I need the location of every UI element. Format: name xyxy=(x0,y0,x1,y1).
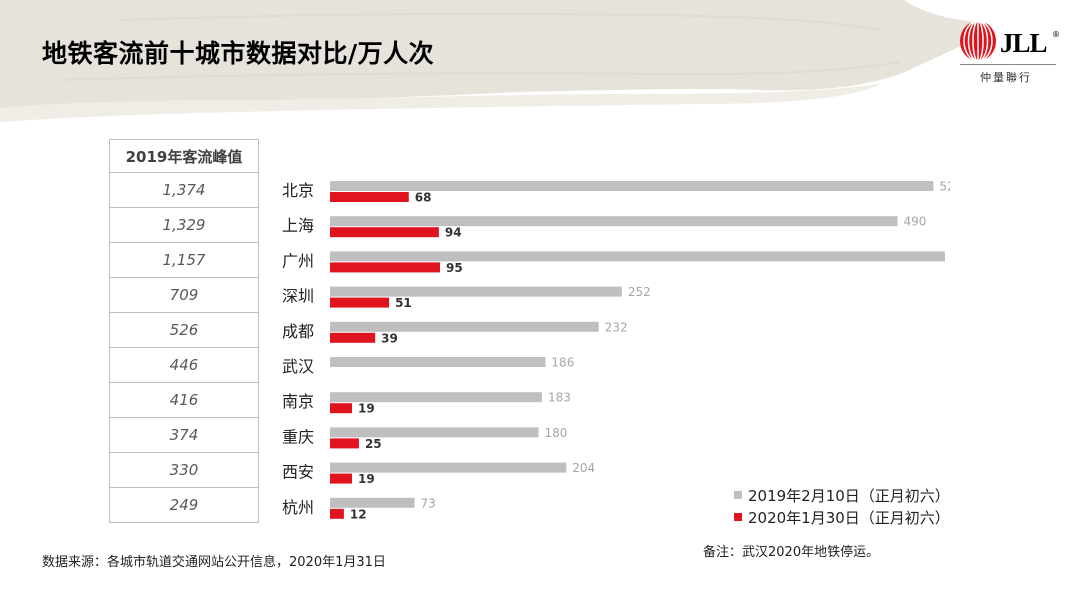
peak-value: 526 xyxy=(109,312,259,348)
table-row: 1,157 xyxy=(109,242,259,278)
category-label: 西安 xyxy=(282,463,314,482)
bar-2019 xyxy=(330,181,934,191)
data-label-2020: 51 xyxy=(395,296,412,310)
data-label-2019: 252 xyxy=(628,285,651,299)
table-row: 1,329 xyxy=(109,207,259,243)
bar-2019 xyxy=(330,497,415,508)
legend-label-2020: 2020年1月30日（正月初六） xyxy=(748,508,950,527)
table-row: 526 xyxy=(109,312,259,348)
table-row: 416 xyxy=(109,382,259,418)
bar-2019 xyxy=(330,216,898,227)
bar-2020 xyxy=(330,192,409,202)
bar-2020 xyxy=(330,438,359,449)
bar-2019 xyxy=(330,392,542,403)
jll-logo-text: JLL xyxy=(1000,28,1048,58)
category-label: 杭州 xyxy=(282,498,314,517)
data-label-2019: 186 xyxy=(551,356,574,370)
data-label-2020: 19 xyxy=(358,472,375,486)
data-source: 数据来源：各城市轨道交通网站公开信息，2020年1月31日 xyxy=(42,555,386,570)
data-label-2020: 68 xyxy=(415,191,432,205)
peak-value: 709 xyxy=(109,277,259,313)
jll-logo: JLL ® 仲量聯行 xyxy=(958,20,1060,86)
data-label-2019: 521 xyxy=(939,180,950,194)
brush-stroke-background xyxy=(0,0,990,122)
bar-2020 xyxy=(330,297,390,308)
table-row: 330 xyxy=(109,452,259,488)
bar-2020 xyxy=(330,227,439,238)
chart-legend: 2019年2月10日（正月初六） 2020年1月30日（正月初六） xyxy=(734,484,950,528)
data-label-2019: 73 xyxy=(421,496,436,510)
bar-2020 xyxy=(330,262,441,273)
peak-value: 416 xyxy=(109,382,259,418)
chart-note: 备注：武汉2020年地铁停运。 xyxy=(703,545,880,560)
peak-value: 446 xyxy=(109,347,259,383)
bar-2019 xyxy=(330,251,945,262)
legend-swatch-2020 xyxy=(734,513,742,521)
data-label-2019: 490 xyxy=(904,215,927,229)
peak-value: 374 xyxy=(109,417,259,453)
bar-2019 xyxy=(330,286,622,297)
peak-table: 2019年客流峰值 1,374 1,329 1,157 709 526 446 … xyxy=(109,139,259,523)
data-label-2019: 183 xyxy=(548,391,571,405)
bar-2019 xyxy=(330,357,546,367)
data-label-2020: 25 xyxy=(365,437,382,451)
table-row: 249 xyxy=(109,487,259,523)
category-label: 重庆 xyxy=(282,427,314,446)
data-label-2019: 232 xyxy=(605,320,628,334)
bar-2020 xyxy=(330,332,376,343)
data-label-2020: 39 xyxy=(381,331,398,345)
data-label-2020: 94 xyxy=(445,226,462,240)
data-label-2020: 19 xyxy=(358,402,375,416)
peak-value: 1,374 xyxy=(109,172,259,208)
bar-2020 xyxy=(330,508,344,519)
jll-logo-mark-icon xyxy=(960,20,996,62)
category-label: 广州 xyxy=(282,251,314,270)
peak-value: 249 xyxy=(109,487,259,523)
data-label-2020: 12 xyxy=(350,507,367,521)
jll-logo-subtitle: 仲量聯行 xyxy=(980,71,1032,84)
data-label-2020: 95 xyxy=(446,261,463,275)
table-row: 446 xyxy=(109,347,259,383)
bar-chart: 北京52168上海49094广州53195深圳25251成都23239武汉186… xyxy=(282,180,950,522)
bar-2019 xyxy=(330,462,567,473)
data-label-2019: 180 xyxy=(544,426,567,440)
legend-item-2019: 2019年2月10日（正月初六） xyxy=(734,484,950,506)
category-label: 北京 xyxy=(282,181,314,200)
legend-item-2020: 2020年1月30日（正月初六） xyxy=(734,506,950,528)
bar-2020 xyxy=(330,403,353,414)
category-label: 成都 xyxy=(282,322,314,341)
category-label: 深圳 xyxy=(282,287,314,306)
peak-value: 330 xyxy=(109,452,259,488)
table-row: 374 xyxy=(109,417,259,453)
bar-2019 xyxy=(330,427,539,438)
peak-table-header: 2019年客流峰值 xyxy=(109,139,259,173)
data-label-2019: 204 xyxy=(572,461,595,475)
category-label: 上海 xyxy=(282,216,314,235)
registered-mark: ® xyxy=(1052,30,1060,39)
peak-value: 1,157 xyxy=(109,242,259,278)
peak-value: 1,329 xyxy=(109,207,259,243)
logo-divider xyxy=(960,64,1056,65)
page-title: 地铁客流前十城市数据对比/万人次 xyxy=(42,39,435,68)
legend-swatch-2019 xyxy=(734,491,742,499)
category-label: 南京 xyxy=(282,392,314,411)
bar-2020 xyxy=(330,473,353,484)
category-label: 武汉 xyxy=(282,357,314,376)
bar-2019 xyxy=(330,321,599,332)
legend-label-2019: 2019年2月10日（正月初六） xyxy=(748,486,950,505)
table-row: 709 xyxy=(109,277,259,313)
table-row: 1,374 xyxy=(109,172,259,208)
